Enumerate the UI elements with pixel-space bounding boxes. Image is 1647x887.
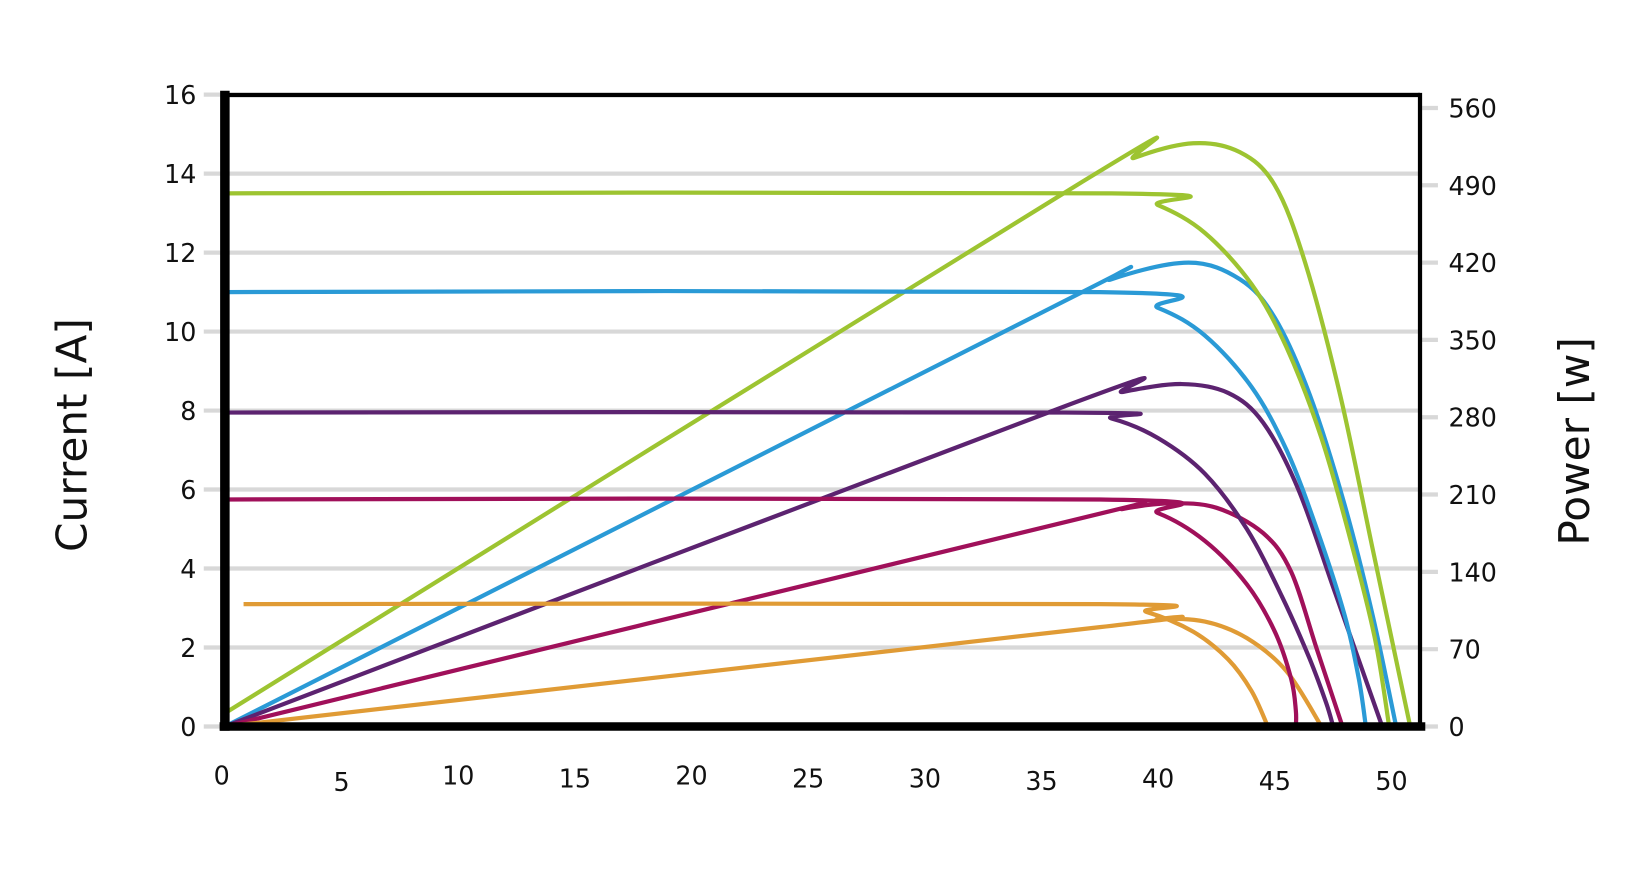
y2-tick-label: 70 — [1449, 635, 1481, 665]
y-tick-label: 2 — [180, 633, 196, 663]
x-tick-label: 50 — [1375, 766, 1407, 796]
x-tick-label: 5 — [333, 767, 349, 797]
y-tick-label: 10 — [164, 317, 196, 347]
y2-tick-label: 560 — [1449, 93, 1497, 123]
y2-tick-label: 0 — [1449, 712, 1465, 742]
x-tick-label: 0 — [214, 761, 230, 791]
x-tick-label: 15 — [559, 764, 591, 794]
y2-tick-label: 350 — [1449, 325, 1497, 355]
power-curve-0 — [223, 135, 1413, 727]
power-curve-4 — [224, 614, 1324, 729]
power-curve-2 — [224, 375, 1385, 729]
power-curve-3 — [224, 500, 1345, 729]
y2-tick-label: 140 — [1449, 557, 1497, 587]
curves — [223, 135, 1413, 729]
y2-axis-title: Power [w] — [1550, 337, 1599, 546]
y-tick-label: 4 — [180, 554, 196, 584]
y-tick-label: 8 — [180, 396, 196, 426]
x-tick-label: 20 — [675, 761, 707, 791]
x-tick-label: 40 — [1142, 764, 1174, 794]
y-tick-label: 0 — [180, 712, 196, 742]
x-tick-label: 10 — [442, 761, 474, 791]
y2-tick-label: 420 — [1449, 248, 1497, 278]
gridlines — [203, 92, 1438, 729]
y2-tick-label: 280 — [1449, 403, 1497, 433]
y-axis-title: Current [A] — [48, 318, 97, 552]
y-tick-label: 6 — [180, 475, 196, 505]
power-curve-1 — [223, 260, 1399, 729]
y2-tick-label: 490 — [1449, 171, 1497, 201]
current-curve-1 — [224, 288, 1368, 727]
current-curve-4 — [243, 601, 1270, 728]
x-tick-label: 35 — [1025, 766, 1057, 796]
x-tick-label: 25 — [792, 764, 824, 794]
current-curve-0 — [224, 190, 1392, 727]
current-curve-2 — [224, 409, 1336, 728]
current-curve-3 — [224, 496, 1299, 727]
y-tick-label: 12 — [164, 238, 196, 268]
y-tick-label: 16 — [164, 80, 196, 110]
axis-frame — [219, 90, 1426, 731]
y2-tick-label: 210 — [1449, 480, 1497, 510]
x-tick-label: 45 — [1259, 766, 1291, 796]
x-tick-label: 30 — [909, 764, 941, 794]
tick-labels: 0 2 4 6 8 10 12 14 16 0 70 140 210 280 350 420 490 560 0 5 1… — [164, 80, 1497, 797]
y-tick-label: 14 — [164, 159, 196, 189]
